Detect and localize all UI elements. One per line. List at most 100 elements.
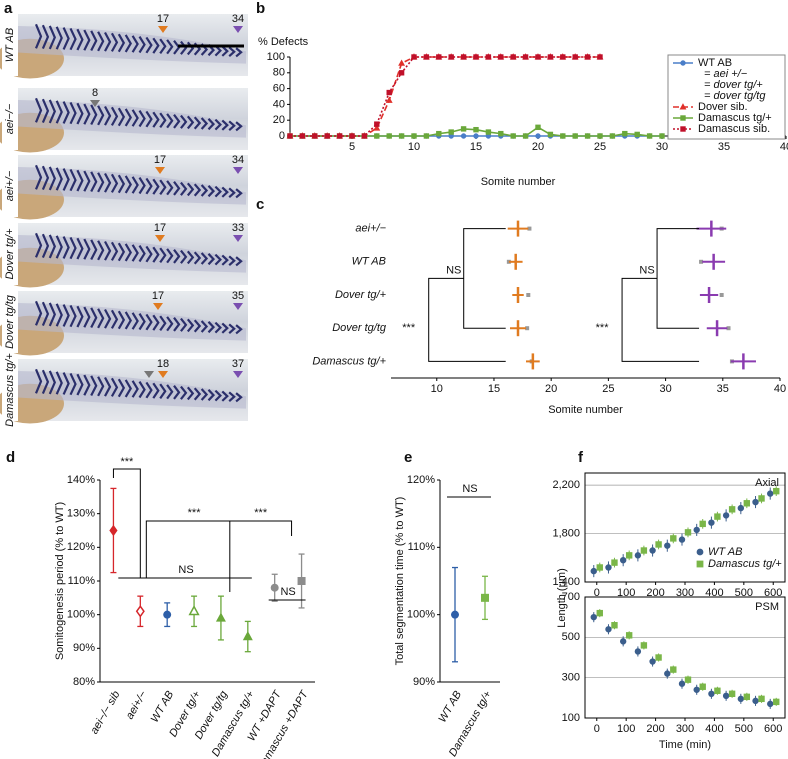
point — [349, 133, 355, 139]
x-tick-label: 100 — [617, 587, 635, 599]
somite-chevron — [228, 255, 236, 266]
somite-chevron — [173, 249, 181, 264]
point — [535, 54, 541, 60]
somite-chevron — [90, 307, 98, 329]
x-tick-label: 20 — [545, 383, 557, 395]
label-box — [2, 88, 18, 150]
y-tick-label: 80 — [273, 67, 285, 79]
somite-chevron — [159, 315, 167, 331]
somite-chevron — [193, 116, 202, 130]
somite-chevron — [200, 252, 209, 265]
legend-label: Dover sib. — [698, 101, 748, 113]
arrow — [233, 167, 243, 174]
genotype-label: Damascus tg/+ — [4, 353, 16, 427]
somite-chevron — [69, 372, 77, 396]
label-box — [2, 223, 18, 285]
somite-chevron — [90, 239, 98, 261]
point — [699, 683, 706, 690]
x-tick-label: 200 — [646, 587, 664, 599]
somite-chevron — [41, 98, 50, 124]
somite-chevron — [214, 253, 222, 266]
somite-chevron — [117, 174, 126, 194]
somite-chevron — [186, 250, 195, 265]
somite-chevron — [166, 248, 174, 264]
somite-chevron — [186, 115, 195, 130]
x-tick-label: 100 — [617, 723, 635, 735]
label-box — [2, 359, 18, 421]
plot-label: Axial — [755, 477, 779, 489]
arrow-label: 33 — [232, 222, 244, 234]
bracket — [656, 228, 700, 329]
somite-chevron — [110, 173, 119, 193]
genotype-label: aei+/− — [4, 170, 16, 201]
arrow — [155, 167, 165, 174]
category-label: WT AB — [149, 689, 177, 725]
somite-chevron — [62, 168, 70, 191]
point — [590, 567, 597, 575]
point — [758, 495, 765, 502]
y-tick-label: 20 — [273, 114, 285, 126]
point — [560, 54, 566, 60]
arrow — [233, 371, 243, 378]
somite-chevron — [104, 308, 112, 329]
point — [460, 54, 467, 60]
somite-chevron — [97, 308, 105, 329]
y-tick-label: 110% — [68, 575, 96, 587]
arrow-label: 8 — [92, 87, 98, 99]
somite-chevron — [138, 177, 146, 195]
somite-chevron — [200, 117, 209, 130]
somite-chevron — [145, 381, 153, 399]
somite-chevron — [235, 47, 243, 58]
point — [498, 130, 504, 137]
y-tick-label: 120% — [407, 474, 435, 486]
arrow — [233, 303, 243, 310]
y-tick-label: 100 — [267, 51, 285, 63]
series-line — [290, 56, 600, 137]
somite-chevron — [152, 382, 160, 399]
x-tick-label: 30 — [659, 383, 671, 395]
point — [473, 126, 479, 133]
point — [752, 697, 759, 705]
somite-chevron — [173, 114, 181, 129]
somite-chevron — [48, 370, 57, 395]
point — [398, 70, 405, 76]
somite-chevron — [228, 323, 236, 334]
legend-note: = dover tg/tg — [704, 90, 766, 102]
point — [664, 542, 671, 549]
somite-chevron — [152, 37, 160, 54]
x-tick-label: 15 — [488, 383, 500, 395]
somite-chevron — [34, 164, 43, 190]
y-tick-label: 2,200 — [552, 479, 580, 491]
somite-chevron — [83, 238, 91, 260]
somite-chevron — [145, 177, 153, 195]
somite-chevron — [138, 36, 146, 54]
bracket — [229, 520, 293, 536]
bracket — [145, 520, 231, 592]
somite-chevron — [90, 104, 98, 126]
point — [374, 121, 380, 127]
arrow-label: 35 — [232, 290, 244, 302]
somite-chevron — [90, 30, 98, 52]
x-tick-label: 20 — [532, 141, 544, 153]
somite-chevron — [159, 383, 167, 399]
label-box — [2, 14, 18, 76]
point — [411, 133, 417, 139]
somite-chevron — [131, 35, 139, 53]
somite-chevron — [76, 373, 84, 396]
somite-chevron — [124, 175, 132, 194]
label-box — [2, 155, 18, 217]
y-tick-label: 500 — [562, 631, 580, 643]
x-tick-label: 40 — [780, 141, 788, 153]
somite-chevron — [145, 36, 153, 54]
somite-chevron — [41, 233, 50, 259]
somite-chevron — [186, 41, 195, 56]
somite-chevron — [214, 118, 222, 131]
panel-letter: e — [404, 449, 412, 466]
point — [287, 133, 293, 139]
somite-chevron — [55, 26, 63, 50]
somite-chevron — [104, 240, 112, 261]
annotation: *** — [120, 456, 134, 468]
genotype-label: aei−/− — [4, 103, 16, 134]
somite-chevron — [214, 185, 222, 198]
